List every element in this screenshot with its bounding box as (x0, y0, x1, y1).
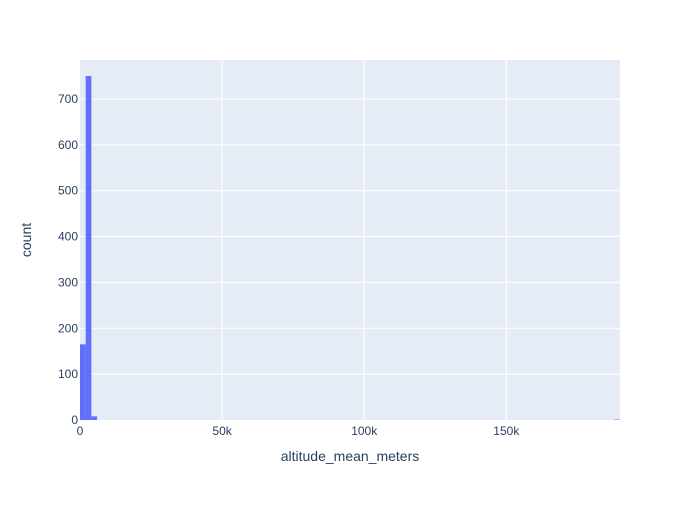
x-tick-label: 100k (351, 424, 378, 438)
y-tick-label: 400 (58, 230, 78, 244)
histogram-bar[interactable] (91, 416, 97, 420)
y-tick-label: 500 (58, 184, 78, 198)
y-tick-label: 200 (58, 321, 78, 335)
y-tick-label: 0 (71, 413, 78, 427)
y-tick-label: 600 (58, 138, 78, 152)
x-tick-label: 50k (212, 424, 232, 438)
plot-background (80, 60, 620, 420)
x-axis-title: altitude_mean_meters (281, 448, 420, 464)
y-tick-label: 700 (58, 92, 78, 106)
x-tick-label: 150k (493, 424, 520, 438)
histogram-bar[interactable] (86, 76, 92, 420)
y-axis-ticks: 0 100 200 300 400 500 600 700 (58, 92, 78, 427)
y-tick-label: 100 (58, 367, 78, 381)
histogram-bar[interactable] (80, 344, 86, 420)
y-axis-title: count (18, 223, 34, 257)
y-tick-label: 300 (58, 275, 78, 289)
